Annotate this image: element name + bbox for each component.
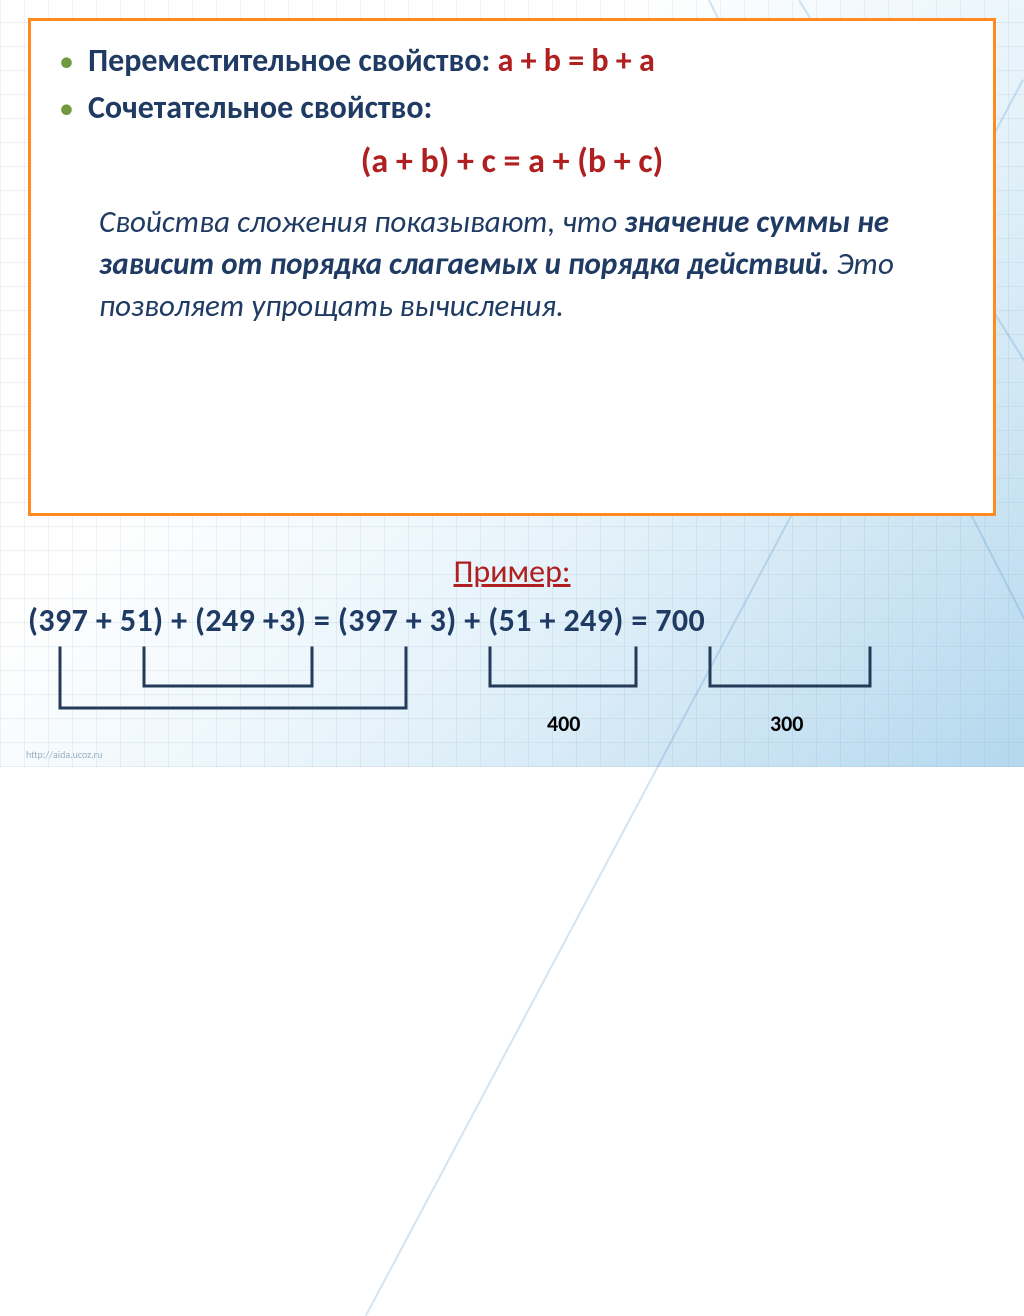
para-lead: Свойства сложения показывают, что bbox=[99, 203, 624, 241]
annotation-400: 400 bbox=[547, 710, 580, 737]
associative-line: • Сочетательное свойство: bbox=[59, 88, 965, 127]
grouping-brackets bbox=[0, 640, 1024, 730]
example-expression: (397 + 51) + (249 +3) = (397 + 3) + (51 … bbox=[28, 601, 996, 640]
associative-label: Сочетательное свойство: bbox=[88, 88, 432, 127]
commutative-formula: a + b = b + a bbox=[498, 41, 655, 80]
associative-formula: (a + b) + c = a + (b + c) bbox=[59, 141, 965, 182]
properties-box: • Переместительное свойство: a + b = b +… bbox=[28, 18, 996, 516]
commutative-label: Переместительное свойство: bbox=[88, 41, 498, 80]
footer-url: http://aida.ucoz.ru bbox=[26, 748, 102, 761]
example-area: Пример: (397 + 51) + (249 +3) = (397 + 3… bbox=[28, 552, 996, 640]
example-heading: Пример: bbox=[28, 552, 996, 591]
annotation-300: 300 bbox=[770, 710, 803, 737]
commutative-line: • Переместительное свойство: a + b = b +… bbox=[59, 41, 965, 80]
bullet-icon: • bbox=[59, 47, 74, 77]
explanation-paragraph: Свойства сложения показывают, что значен… bbox=[59, 202, 965, 328]
bullet-icon: • bbox=[59, 94, 74, 124]
